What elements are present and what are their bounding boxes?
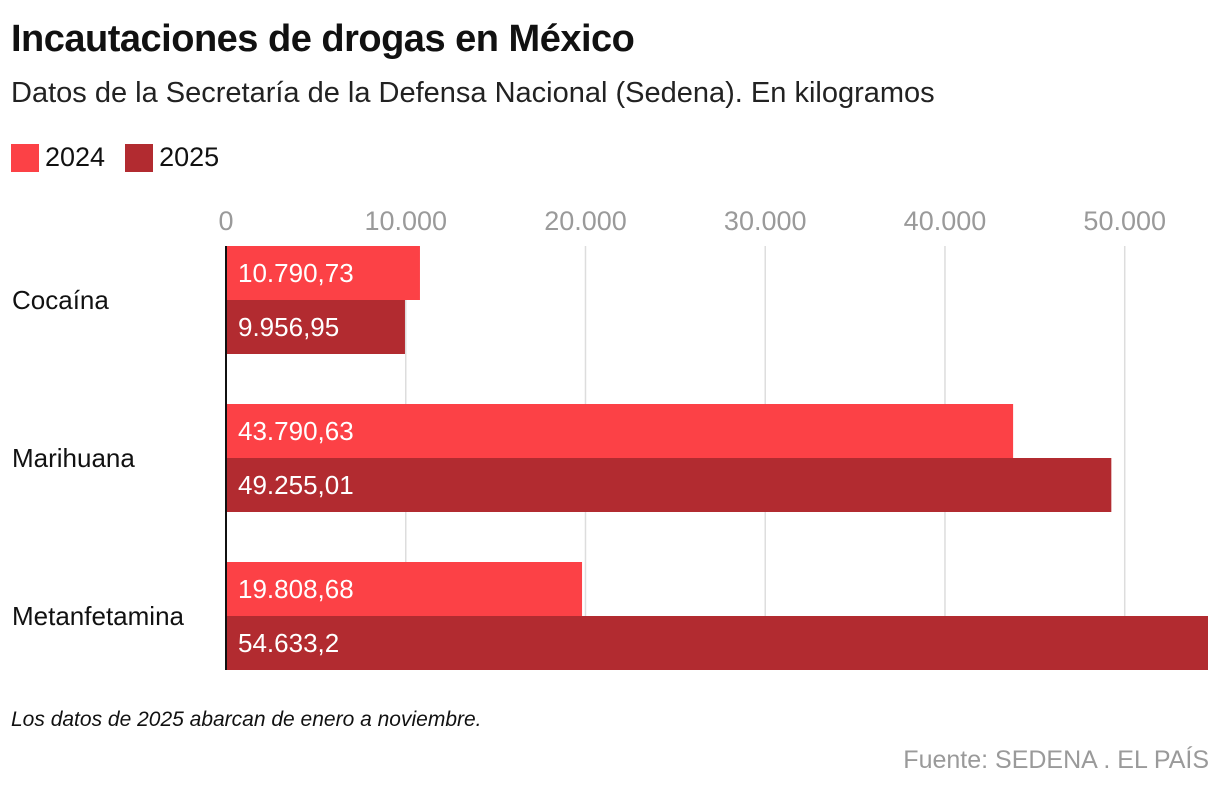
legend-swatch-2025	[125, 143, 154, 172]
x-tick-label: 10.000	[364, 206, 447, 236]
chart-footnote: Los datos de 2025 abarcan de enero a nov…	[11, 708, 482, 731]
x-tick-label: 0	[218, 206, 233, 236]
data-label: 9.956,95	[238, 312, 339, 342]
bar	[226, 562, 583, 616]
x-tick-label: 40.000	[904, 206, 987, 236]
chart-subtitle: Datos de la Secretaría de la Defensa Nac…	[11, 77, 935, 109]
bar	[226, 616, 1208, 670]
x-tick-label: 50.000	[1083, 206, 1166, 236]
category-label: Cocaína	[12, 285, 109, 315]
bar	[226, 404, 1014, 458]
legend-swatch-2024	[11, 143, 39, 172]
bar	[226, 458, 1112, 512]
category-label: Metanfetamina	[12, 601, 185, 631]
legend-item-2024: 2024	[11, 142, 105, 173]
bar	[226, 300, 405, 354]
chart-title: Incautaciones de drogas en México	[11, 18, 635, 60]
x-tick-label: 20.000	[544, 206, 627, 236]
data-label: 49.255,01	[238, 470, 354, 500]
data-label: 43.790,63	[238, 416, 354, 446]
data-label: 19.808,68	[238, 574, 354, 604]
chart-source: Fuente: SEDENA . EL PAÍS	[903, 746, 1209, 774]
legend: 2024 2025	[11, 142, 239, 173]
legend-item-2025: 2025	[125, 142, 219, 173]
category-label: Marihuana	[12, 443, 135, 473]
legend-label-2025: 2025	[159, 142, 220, 172]
bar	[226, 246, 420, 300]
data-label: 10.790,73	[238, 258, 354, 288]
legend-label-2024: 2024	[45, 142, 106, 172]
bar-chart: 0 10.000 20.000 30.000 40.000 50.000 10.790,73…	[12, 206, 1208, 670]
x-tick-label: 30.000	[724, 206, 807, 236]
data-label: 54.633,2	[238, 628, 339, 658]
